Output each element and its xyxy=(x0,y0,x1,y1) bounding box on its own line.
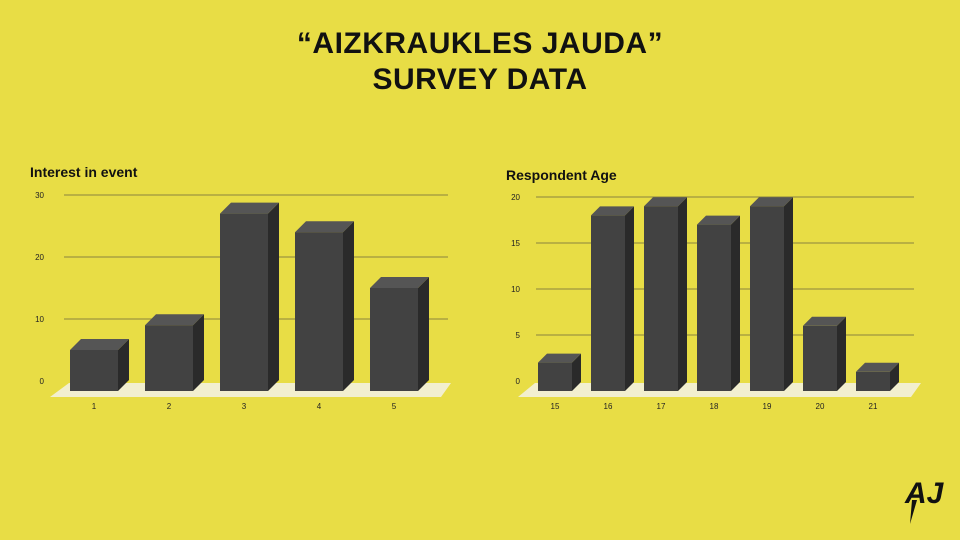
chart-title-interest: Interest in event xyxy=(30,164,138,180)
bar-side xyxy=(343,221,354,391)
bar-top xyxy=(295,221,354,233)
bar-side xyxy=(837,316,846,391)
x-tick-label: 20 xyxy=(816,402,825,411)
bar-side xyxy=(890,362,899,391)
x-tick-label: 4 xyxy=(317,402,322,411)
x-tick-label: 21 xyxy=(869,402,878,411)
bar-side xyxy=(784,197,793,391)
bar-top xyxy=(591,206,634,216)
bar-side xyxy=(572,353,581,391)
bar-top xyxy=(220,202,279,214)
bar-front xyxy=(644,206,678,391)
bar-side xyxy=(731,215,740,391)
bar-side xyxy=(118,339,129,391)
x-tick-label: 16 xyxy=(604,402,613,411)
bar-top xyxy=(370,277,429,288)
y-tick-label: 5 xyxy=(516,331,521,340)
y-tick-label: 10 xyxy=(35,315,44,324)
x-tick-label: 3 xyxy=(242,402,247,411)
bar xyxy=(803,316,846,391)
bar-front xyxy=(538,362,572,391)
bar-side xyxy=(193,314,204,391)
bar-top xyxy=(538,353,581,363)
bar xyxy=(370,277,429,391)
bar-front xyxy=(220,213,268,391)
aj-logo-text: AJ xyxy=(904,477,944,510)
page-title-line-1: “AIZKRAUKLES JAUDA” xyxy=(296,27,664,60)
bar-front xyxy=(145,325,193,391)
y-tick-label: 30 xyxy=(35,191,44,200)
bar-side xyxy=(418,277,429,391)
y-tick-label: 0 xyxy=(516,377,521,386)
bar xyxy=(750,197,793,391)
bar xyxy=(856,362,899,391)
bar-front xyxy=(295,232,343,391)
bar-front xyxy=(70,350,118,391)
bar xyxy=(538,353,581,391)
x-tick-label: 19 xyxy=(763,402,772,411)
y-tick-label: 10 xyxy=(511,285,520,294)
bar xyxy=(697,215,740,391)
bar xyxy=(220,202,279,391)
bar-front xyxy=(750,206,784,391)
x-tick-label: 15 xyxy=(551,402,560,411)
y-tick-label: 15 xyxy=(511,239,520,248)
x-tick-label: 1 xyxy=(92,402,97,411)
bar-top xyxy=(145,314,204,326)
bar-top xyxy=(644,197,687,207)
bar-front xyxy=(370,288,418,391)
y-tick-label: 20 xyxy=(35,253,44,262)
bar-front xyxy=(697,224,731,391)
bar-side xyxy=(268,202,279,391)
interest-chart: 0 10 20 30 1 2 3 4 5 xyxy=(35,191,451,411)
bar-front xyxy=(856,371,890,391)
page-title-line-2: SURVEY DATA xyxy=(372,63,588,96)
x-tick-label: 18 xyxy=(710,402,719,411)
chart-title-age: Respondent Age xyxy=(506,167,617,183)
bar-top xyxy=(70,339,129,350)
bar xyxy=(295,221,354,391)
y-tick-label: 0 xyxy=(40,377,45,386)
bar-top xyxy=(697,215,740,225)
age-chart: 0 5 10 15 20 15 16 17 18 19 20 21 xyxy=(511,193,921,411)
bar-side xyxy=(625,206,634,391)
bar xyxy=(644,197,687,391)
bar-front xyxy=(591,215,625,391)
x-tick-label: 2 xyxy=(167,402,172,411)
lightning-icon xyxy=(910,500,917,524)
aj-logo: AJ xyxy=(904,477,944,524)
bar-top xyxy=(856,362,899,372)
bar xyxy=(70,339,129,391)
x-tick-label: 5 xyxy=(392,402,397,411)
bar xyxy=(591,206,634,391)
bar-top xyxy=(750,197,793,207)
bar xyxy=(145,314,204,391)
bar-top xyxy=(803,316,846,326)
y-tick-label: 20 xyxy=(511,193,520,202)
bar-front xyxy=(803,325,837,391)
page-title: “AIZKRAUKLES JAUDA” SURVEY DATA xyxy=(0,26,960,98)
x-tick-label: 17 xyxy=(657,402,666,411)
bar-side xyxy=(678,197,687,391)
